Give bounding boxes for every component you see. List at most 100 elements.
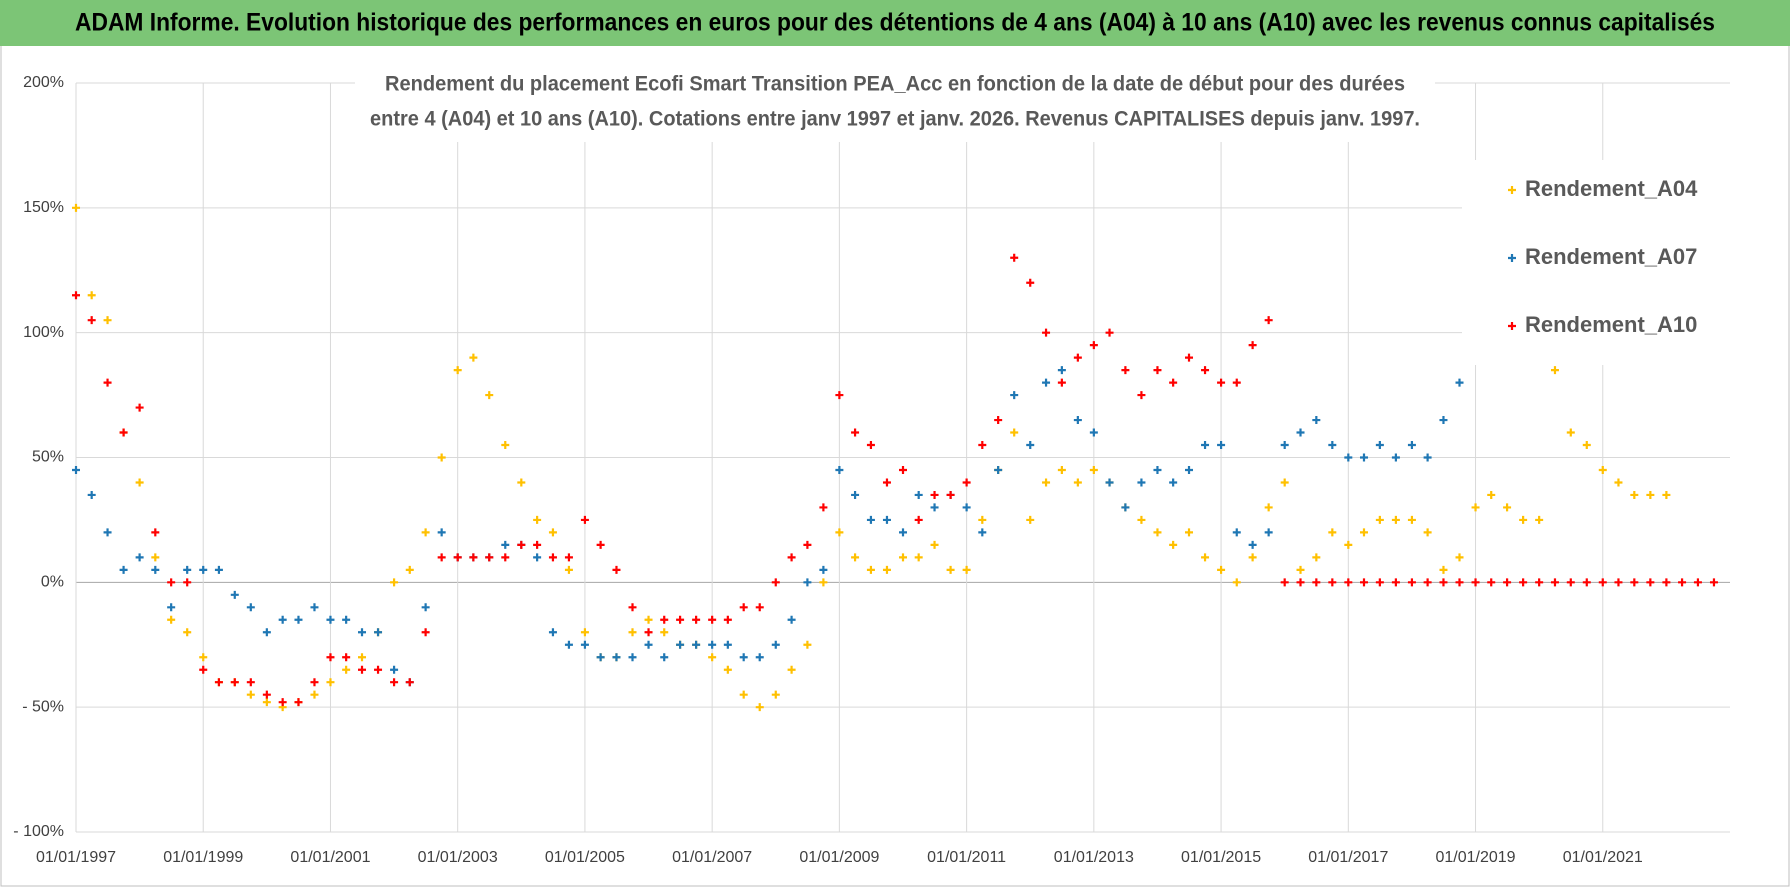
data-point bbox=[1535, 515, 1544, 524]
data-point bbox=[851, 490, 860, 499]
data-point bbox=[87, 291, 96, 300]
data-point bbox=[962, 478, 971, 487]
data-point bbox=[899, 528, 907, 537]
data-point bbox=[262, 698, 271, 707]
data-point bbox=[199, 565, 208, 574]
data-point bbox=[1280, 578, 1289, 587]
data-point bbox=[835, 391, 844, 400]
data-point bbox=[1137, 391, 1146, 400]
data-point bbox=[548, 553, 557, 562]
data-point bbox=[1201, 553, 1210, 562]
data-point bbox=[374, 628, 383, 637]
data-point bbox=[151, 553, 160, 562]
data-point bbox=[1423, 453, 1432, 462]
y-tick-label: 150% bbox=[23, 199, 64, 216]
data-point bbox=[1280, 478, 1289, 487]
data-point bbox=[342, 665, 351, 674]
data-point bbox=[708, 653, 717, 662]
data-point bbox=[866, 515, 875, 524]
data-point bbox=[564, 553, 573, 562]
data-point bbox=[1375, 515, 1384, 524]
data-point bbox=[501, 540, 510, 549]
data-point bbox=[1217, 441, 1226, 450]
data-point bbox=[1519, 578, 1528, 587]
data-point bbox=[326, 678, 335, 687]
data-point bbox=[739, 690, 748, 699]
data-point bbox=[628, 628, 637, 637]
data-point bbox=[1423, 578, 1432, 587]
data-point bbox=[390, 578, 399, 587]
data-point bbox=[87, 316, 96, 325]
data-point bbox=[326, 615, 335, 624]
data-point bbox=[803, 540, 812, 549]
data-point bbox=[342, 653, 351, 662]
y-tick-label: 100% bbox=[23, 324, 64, 341]
data-point bbox=[628, 603, 637, 612]
data-point bbox=[1217, 378, 1226, 387]
data-point bbox=[692, 640, 701, 649]
data-point bbox=[1375, 578, 1384, 587]
data-point bbox=[930, 490, 939, 499]
data-point bbox=[1598, 578, 1607, 587]
data-point bbox=[1073, 478, 1082, 487]
data-point bbox=[1232, 378, 1241, 387]
data-point bbox=[199, 665, 208, 674]
data-point bbox=[1010, 253, 1019, 262]
data-point bbox=[580, 628, 589, 637]
data-point bbox=[183, 628, 192, 637]
data-point bbox=[437, 528, 446, 537]
data-point bbox=[755, 603, 764, 612]
data-point bbox=[962, 503, 971, 512]
x-tick-label: 01/01/2019 bbox=[1435, 849, 1515, 866]
data-point bbox=[230, 590, 239, 599]
data-point bbox=[1471, 503, 1480, 512]
data-point bbox=[1391, 453, 1400, 462]
data-point bbox=[899, 465, 907, 474]
data-point bbox=[421, 628, 430, 637]
x-tick-label: 01/01/2017 bbox=[1308, 849, 1388, 866]
data-point bbox=[819, 503, 828, 512]
data-point bbox=[866, 441, 875, 450]
data-point bbox=[533, 553, 542, 562]
data-point bbox=[1217, 565, 1226, 574]
data-point bbox=[1280, 441, 1289, 450]
data-point bbox=[946, 490, 955, 499]
data-point bbox=[1391, 578, 1400, 587]
data-point bbox=[1550, 578, 1559, 587]
data-point bbox=[1153, 465, 1162, 474]
data-point bbox=[660, 615, 669, 624]
legend-marker bbox=[1508, 254, 1516, 262]
data-point bbox=[517, 478, 526, 487]
data-point bbox=[1344, 578, 1353, 587]
data-point bbox=[1026, 441, 1035, 450]
data-point bbox=[978, 441, 987, 450]
data-point bbox=[1073, 353, 1082, 362]
y-tick-label: - 100% bbox=[13, 823, 64, 840]
data-point bbox=[1328, 578, 1337, 587]
data-point bbox=[151, 565, 160, 574]
data-point bbox=[358, 628, 367, 637]
data-point bbox=[278, 698, 287, 707]
data-point bbox=[803, 640, 812, 649]
data-point bbox=[294, 698, 303, 707]
data-point bbox=[994, 416, 1003, 425]
data-point bbox=[214, 565, 223, 574]
data-point bbox=[485, 391, 494, 400]
data-point bbox=[1312, 578, 1321, 587]
legend-marker bbox=[1508, 322, 1516, 330]
data-point bbox=[1646, 490, 1655, 499]
data-point bbox=[199, 653, 208, 662]
data-point bbox=[1264, 316, 1273, 325]
data-point bbox=[1010, 391, 1019, 400]
data-point bbox=[230, 678, 239, 687]
data-point bbox=[1598, 465, 1607, 474]
data-point bbox=[72, 203, 80, 212]
data-point bbox=[358, 665, 367, 674]
data-point bbox=[1185, 465, 1194, 474]
data-point bbox=[978, 528, 987, 537]
data-point bbox=[1026, 278, 1035, 287]
data-point bbox=[1312, 416, 1321, 425]
y-tick-label: 50% bbox=[32, 449, 64, 466]
data-point bbox=[533, 515, 542, 524]
